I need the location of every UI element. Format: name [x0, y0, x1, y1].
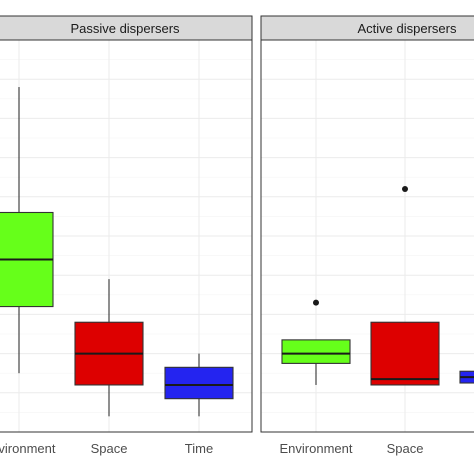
strip-title: Active dispersers [358, 21, 457, 36]
iqr-box [164, 366, 234, 400]
panel-active-dispersers: Active dispersers EnvironmentSpaceTime [260, 15, 474, 456]
iqr-box [370, 321, 440, 386]
box-environment [0, 87, 54, 374]
strip-background [0, 15, 253, 41]
box-space [370, 185, 440, 386]
outlier-point [402, 185, 408, 192]
strip-background [260, 15, 474, 41]
x-tick-label-environment: Environment [280, 441, 353, 456]
x-tick-label-time: Time [185, 441, 213, 456]
x-tick-label-space: Space [387, 441, 424, 456]
x-tick-labels: EnvironmentSpaceTime [280, 441, 424, 456]
box-time [459, 370, 474, 384]
x-tick-label-space: Space [91, 441, 128, 456]
x-tick-labels: Environment Space Time [0, 441, 213, 456]
box-environment [281, 299, 351, 385]
strip-title: Passive dispersers [70, 21, 180, 36]
panel-boxes [281, 185, 474, 386]
iqr-box [281, 339, 351, 364]
outlier-point [313, 299, 319, 306]
panel-boxes [0, 87, 234, 417]
panel-grid [261, 39, 474, 433]
box-time [164, 353, 234, 417]
x-tick-label-environment: Environment [0, 441, 56, 456]
box-space [74, 279, 144, 417]
panel-passive-dispersers: Passive dispersers Environment Space Time [0, 15, 253, 456]
